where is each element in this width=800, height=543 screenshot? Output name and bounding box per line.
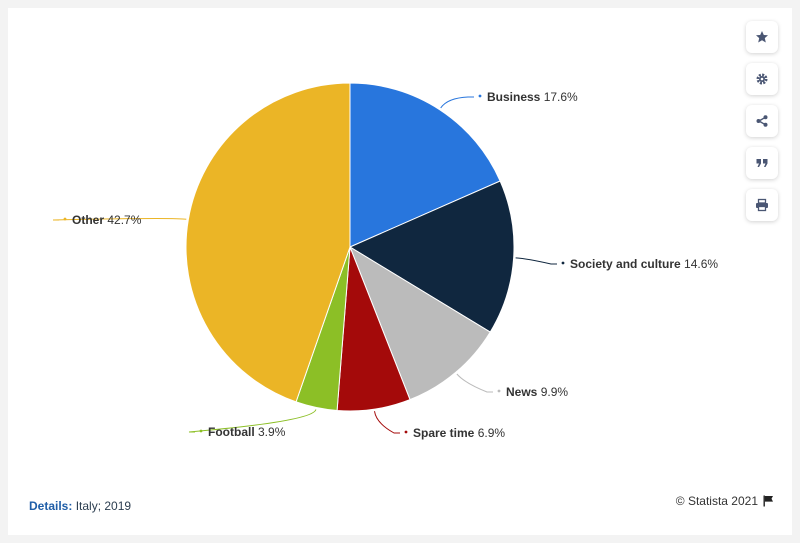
gear-icon	[756, 73, 768, 85]
pie-slice-society-and-culture[interactable]	[348, 180, 515, 333]
label-marker	[404, 430, 408, 434]
connector-spare-time	[374, 411, 400, 434]
label-marker	[478, 94, 482, 98]
connector-society-and-culture	[515, 257, 557, 265]
pie-slices	[185, 82, 515, 412]
slice-label-name: News	[506, 385, 538, 399]
star-icon	[756, 31, 768, 43]
label-marker	[199, 429, 203, 433]
share-button[interactable]	[746, 105, 778, 137]
slice-label-name: Spare time	[413, 426, 475, 440]
slice-label-society-and-culture: Society and culture 14.6%	[570, 257, 718, 271]
settings-button[interactable]	[746, 63, 778, 95]
connector-business	[440, 96, 474, 109]
label-marker	[497, 389, 501, 393]
slice-label-other: Other 42.7%	[72, 213, 142, 227]
connector-football	[188, 409, 317, 433]
label-marker	[561, 261, 565, 265]
slice-label-value: 6.9%	[474, 426, 505, 440]
slice-label-value: 14.6%	[681, 257, 719, 271]
slice-label-value: 9.9%	[537, 385, 568, 399]
details-label: Details:	[29, 499, 73, 513]
slice-labels: Business 17.6% Society and culture 14.6% N…	[63, 90, 718, 440]
connector-news	[456, 373, 493, 393]
slice-label-value: 17.6%	[540, 90, 578, 104]
credit-text: © Statista 2021	[675, 494, 758, 508]
slice-label-value: 3.9%	[255, 425, 286, 439]
slice-label-name: Business	[487, 90, 541, 104]
slice-label-business: Business 17.6%	[487, 90, 578, 104]
cite-button[interactable]	[746, 147, 778, 179]
share-icon	[756, 115, 768, 127]
slice-label-name: Society and culture	[570, 257, 681, 271]
slice-label-name: Football	[208, 425, 255, 439]
slice-label-value: 42.7%	[104, 213, 142, 227]
print-icon	[756, 198, 768, 212]
details-value: Italy; 2019	[75, 499, 132, 513]
label-connectors	[52, 96, 557, 434]
slice-label-football: Football 3.9%	[208, 425, 286, 439]
favorite-button[interactable]	[746, 21, 778, 53]
print-button[interactable]	[746, 189, 778, 221]
statista-credit[interactable]: © Statista 2021	[676, 494, 774, 508]
pie-slice-business[interactable]	[349, 82, 501, 248]
slice-label-news: News 9.9%	[506, 385, 568, 399]
flag-icon	[763, 495, 773, 507]
slice-label-name: Other	[72, 213, 104, 227]
label-marker	[63, 217, 67, 221]
quote-icon	[756, 159, 768, 167]
pie-slice-other[interactable]	[185, 82, 351, 403]
details-note: Details: Italy; 2019	[29, 499, 131, 513]
pie-slice-news[interactable]	[348, 245, 491, 401]
connector-other	[52, 217, 187, 221]
slice-label-spare-time: Spare time 6.9%	[413, 426, 505, 440]
